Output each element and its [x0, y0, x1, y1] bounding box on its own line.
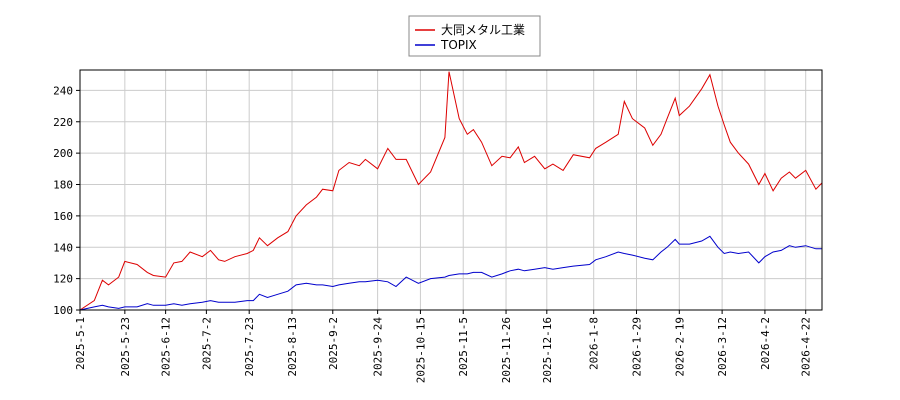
y-tick-label: 160	[53, 210, 73, 223]
x-tick-label: 2025-9-2	[327, 317, 340, 370]
x-tick-label: 2025-11-5	[457, 317, 470, 377]
y-tick-label: 120	[53, 273, 73, 286]
x-tick-label: 2026-4-22	[800, 317, 813, 377]
y-tick-label: 240	[53, 84, 73, 97]
legend-label: TOPIX	[440, 38, 477, 52]
x-tick-label: 2025-8-13	[286, 317, 299, 377]
y-tick-label: 100	[53, 304, 73, 317]
x-tick-label: 2026-1-8	[588, 317, 601, 370]
y-tick-label: 140	[53, 241, 73, 254]
x-tick-label: 2026-1-29	[631, 317, 644, 377]
y-tick-label: 220	[53, 116, 73, 129]
x-tick-label: 2026-2-19	[673, 317, 686, 377]
series-line	[79, 71, 823, 311]
x-tick-label: 2026-3-12	[716, 317, 729, 377]
x-tick-label: 2025-7-23	[243, 317, 256, 377]
plot-area	[80, 70, 822, 310]
x-tick-label: 2025-12-16	[541, 317, 554, 383]
x-tick-label: 2025-9-24	[372, 317, 385, 377]
x-tick-label: 2025-6-12	[160, 317, 173, 377]
y-tick-label: 180	[53, 179, 73, 192]
legend-label: 大同メタル工業	[441, 23, 525, 37]
plot-frame	[79, 69, 823, 311]
x-tick-label: 2025-5-23	[119, 317, 132, 377]
x-tick-label: 2025-5-1	[74, 317, 87, 370]
legend-box	[408, 15, 541, 57]
series-line	[79, 235, 822, 311]
x-tick-label: 2026-4-2	[759, 317, 772, 370]
x-tick-label: 2025-7-2	[200, 317, 213, 370]
x-tick-label: 2025-11-26	[500, 317, 513, 383]
x-tick-label: 2025-10-15	[414, 317, 427, 383]
y-tick-label: 200	[53, 147, 73, 160]
